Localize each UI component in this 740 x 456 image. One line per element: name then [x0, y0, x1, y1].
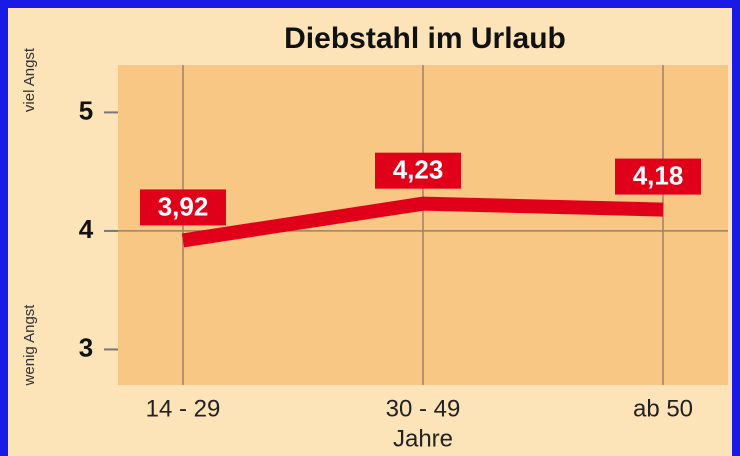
- y-tick-label: 5: [79, 95, 93, 125]
- data-label: 4,23: [393, 155, 444, 185]
- x-tick-label: 14 - 29: [146, 395, 221, 422]
- x-tick-label: 30 - 49: [386, 395, 461, 422]
- data-label-box: [140, 189, 226, 226]
- data-label: 3,92: [158, 191, 209, 221]
- y-label-bottom: wenig Angst: [21, 304, 38, 387]
- data-label: 4,18: [633, 160, 684, 190]
- data-label-box: [375, 152, 461, 189]
- x-tick-label: ab 50: [633, 395, 693, 422]
- data-label-box: [615, 158, 701, 195]
- x-axis-label: Jahre: [393, 425, 453, 452]
- chart-title: Diebstahl im Urlaub: [284, 22, 566, 55]
- y-tick-label: 3: [79, 332, 93, 362]
- line: [181, 196, 664, 248]
- y-tick-label: 4: [79, 214, 94, 244]
- y-label-top: viel Angst: [21, 47, 38, 112]
